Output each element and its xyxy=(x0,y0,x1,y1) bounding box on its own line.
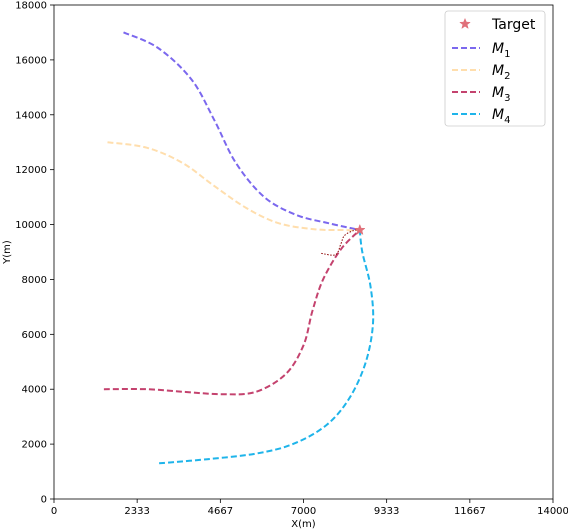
y-tick-label: 0 xyxy=(41,495,47,506)
y-tick-label: 18000 xyxy=(15,1,47,12)
x-tick-label: 14000 xyxy=(537,506,568,517)
x-axis-label: X(m) xyxy=(291,519,315,530)
x-tick-label: 2333 xyxy=(124,506,149,517)
y-tick-label: 8000 xyxy=(22,275,47,286)
target-marker xyxy=(353,223,366,236)
legend-label-target: Target xyxy=(491,17,536,33)
x-tick-label: 7000 xyxy=(291,506,316,517)
x-tick-label: 11667 xyxy=(454,506,486,517)
y-axis-label: Y(m) xyxy=(2,240,13,265)
series-layer xyxy=(103,31,375,465)
legend-label-m2: M2 xyxy=(492,63,510,82)
legend-label-m3: M3 xyxy=(492,85,510,104)
y-tick-label: 12000 xyxy=(15,165,47,176)
x-tick-label: 4667 xyxy=(208,506,233,517)
legend-box xyxy=(444,10,546,127)
legend-label-m1: M1 xyxy=(492,41,510,60)
x-axis: 0 2333 4667 7000 9333 11667 14000 xyxy=(51,499,568,517)
legend-target-marker xyxy=(459,17,471,29)
y-axis: 0 2000 4000 6000 8000 10000 12000 14000 16000 180… xyxy=(15,1,54,506)
series-line-m3 xyxy=(103,229,361,396)
y-tick-label: 16000 xyxy=(15,55,47,66)
y-tick-label: 14000 xyxy=(15,110,47,121)
dotted-path xyxy=(321,229,360,256)
y-tick-label: 2000 xyxy=(22,440,47,451)
series-line-m4 xyxy=(159,229,375,465)
y-tick-label: 10000 xyxy=(15,220,47,231)
x-tick-label: 0 xyxy=(51,506,57,517)
x-tick-label: 9333 xyxy=(374,506,399,517)
y-tick-label: 6000 xyxy=(22,330,47,341)
legend: Target M1 M2 M3 M4 xyxy=(444,10,546,127)
y-tick-label: 4000 xyxy=(22,385,47,396)
series-line-m2 xyxy=(107,141,360,232)
legend-label-m4: M4 xyxy=(492,107,510,126)
series-line-m1 xyxy=(123,31,361,231)
